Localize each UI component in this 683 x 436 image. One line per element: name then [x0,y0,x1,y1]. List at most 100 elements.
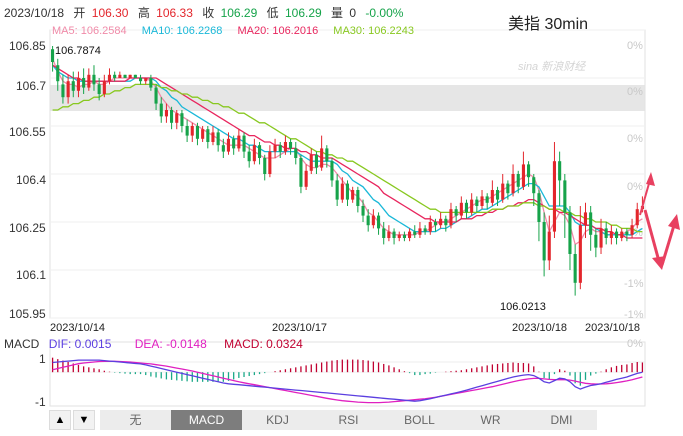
candle-body [542,222,546,261]
price-tick: 106.55 [9,125,46,139]
candle-body [164,110,168,117]
high-annotation: 106.7874 [55,45,101,57]
tab-kdj[interactable]: KDJ [242,410,314,430]
candle-body [226,138,230,152]
nav-down-button[interactable]: ▼ [73,410,95,430]
macd-value-legend: MACD: 0.0324 [224,337,303,351]
candle-body [563,180,567,213]
candle-body [527,164,531,178]
quote-header: 2023/10/18 开 106.30 高 106.33 收 106.29 低 … [4,5,404,20]
percent-tick: 0% [627,86,643,98]
nav-up-button[interactable]: ▲ [49,410,71,430]
macd-panel [50,357,645,404]
candle-body [449,209,453,226]
candle-body [459,202,463,216]
grid [49,29,646,407]
price-tick: 106.25 [9,221,46,235]
candle-body [175,113,179,123]
candle-body [211,132,215,142]
candle-body [599,228,603,248]
candle-body [480,196,484,206]
candle-body [61,84,65,98]
price-tick: 106.7 [16,79,46,93]
tab-boll[interactable]: BOLL [384,410,456,430]
candle-body [232,138,236,149]
ma20-legend: MA20: 106.2016 [237,25,318,37]
tab-rsi[interactable]: RSI [313,410,385,430]
price-tick: 106.85 [9,39,46,53]
price-tick: 105.95 [9,307,46,321]
macd-legend-title: MACD [4,337,40,351]
candle-body [278,145,282,152]
tab-wr[interactable]: WR [455,410,527,430]
candle-body [242,135,246,152]
candle-body [444,218,448,226]
price-tick: 106.4 [16,173,46,187]
candle-body [428,222,432,232]
candle-body [118,74,122,78]
tab-macd[interactable]: MACD [171,410,243,430]
candle-body [82,78,86,88]
candle-body [609,231,613,238]
candle-body [475,199,479,206]
candle-body [304,170,308,187]
candle-body [170,110,174,123]
macd-frame [49,341,646,407]
date-label: 2023/10/17 [272,322,327,334]
price-tick: 106.1 [16,268,46,282]
candle-body [320,148,324,168]
candle-body [568,212,572,254]
candle-body [144,78,148,82]
high-value: 106.33 [156,6,193,20]
date-label: 2023/10/18 [585,322,640,334]
quote-date: 2023/10/18 [4,6,64,20]
candle-body [283,142,287,152]
candle-body [402,234,406,238]
candle-body [532,177,536,194]
candle-body [325,148,329,162]
change-value: -0.00% [365,6,403,20]
candle-body [397,234,401,238]
candle-body [273,145,277,152]
candle-body [154,87,158,104]
candle-body [496,190,500,200]
candle-body [470,199,474,213]
ma5-legend: MA5: 106.2584 [52,25,127,37]
candle-body [66,81,70,98]
candle-body [615,231,619,238]
candle-body [221,145,225,152]
candle-body [258,145,262,158]
low-value: 106.29 [285,6,322,20]
ma10-legend: MA10: 106.2268 [142,25,223,37]
candle-body [501,183,505,200]
candle-body [195,126,199,139]
candle-body [71,81,75,91]
macd-tick: 1 [39,352,46,366]
tab-dmi[interactable]: DMI [526,410,598,430]
watermark: sina 新浪财经 [518,60,586,73]
open-value: 106.30 [92,6,129,20]
small-up-arrow-head [646,172,655,186]
ma30-legend: MA30: 106.2243 [333,25,414,37]
candle-body [139,78,143,82]
percent-tick: -1% [624,278,644,290]
candle-body [294,148,298,158]
percent-axis: 0% 0% 0% 0% 0% -1% -1% [624,40,644,321]
date-label: 2023/10/14 [50,322,105,334]
candle-body [377,215,381,229]
candle-body [76,78,80,91]
low-annotation: 106.0213 [500,301,546,313]
candle-body [113,74,117,78]
candle-body [552,161,556,232]
candle-body [185,126,189,136]
candle-body [594,234,598,248]
candle-body [51,49,55,62]
tab-none[interactable]: 无 [100,410,172,430]
candle-body [485,196,489,203]
candle-body [635,209,639,226]
candle-body [56,65,60,82]
candle-body [454,209,458,216]
candle-body [413,231,417,235]
candle-body [268,151,272,174]
